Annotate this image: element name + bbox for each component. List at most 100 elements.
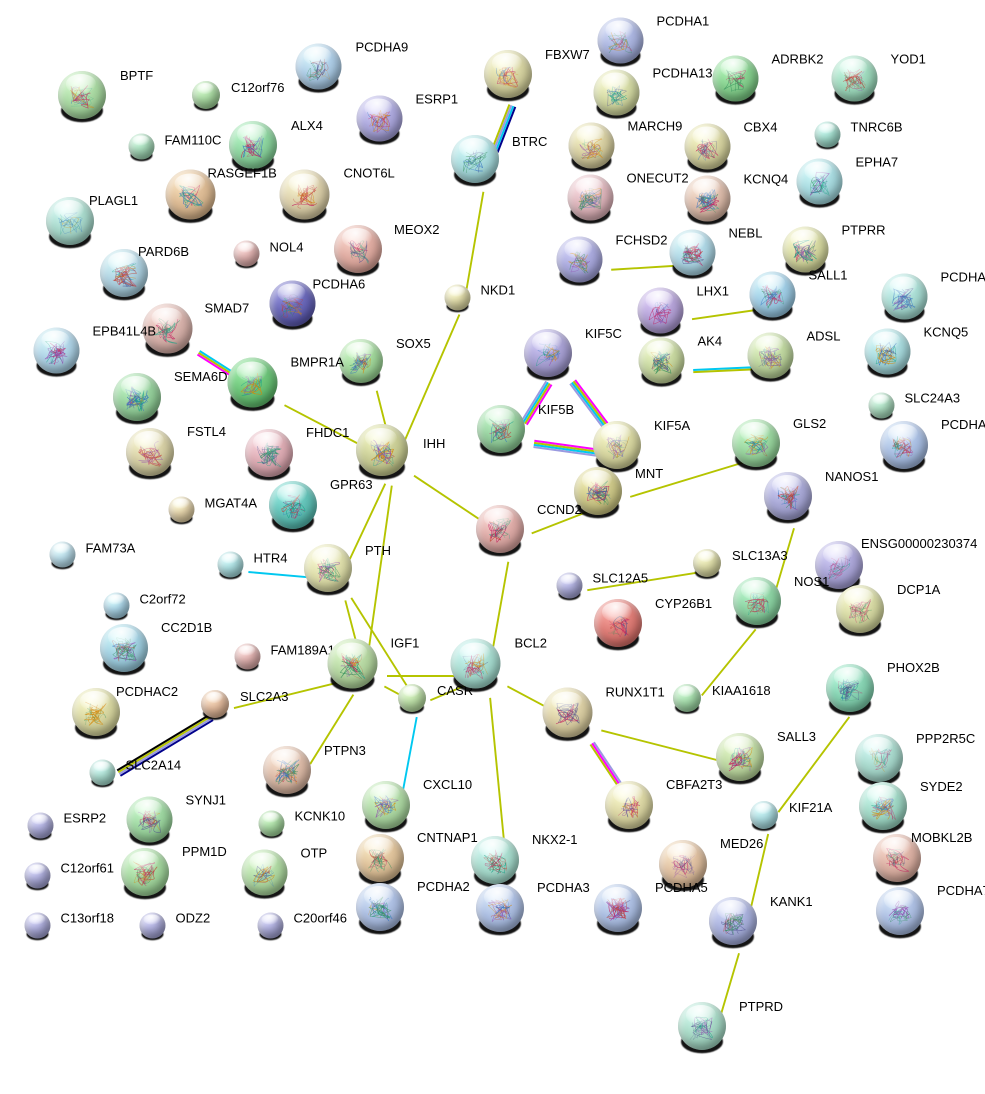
protein-sphere[interactable]: [227, 357, 278, 408]
protein-node-c12orf61[interactable]: C12orf61: [24, 862, 114, 889]
protein-node-march9[interactable]: MARCH9: [568, 120, 682, 169]
protein-sphere[interactable]: [201, 690, 229, 718]
protein-node-alx4[interactable]: ALX4: [229, 119, 323, 169]
protein-node-cc2d1b[interactable]: CC2D1B: [100, 621, 212, 672]
protein-sphere[interactable]: [295, 43, 342, 90]
protein-sphere[interactable]: [709, 897, 757, 945]
protein-node-sall1[interactable]: SALL1: [749, 269, 848, 318]
protein-node-nos1[interactable]: NOS1: [733, 575, 829, 625]
protein-node-slc2a3[interactable]: SLC2A3: [201, 690, 288, 718]
protein-sphere[interactable]: [669, 229, 716, 276]
protein-sphere[interactable]: [881, 273, 928, 320]
protein-sphere[interactable]: [356, 883, 404, 931]
protein-node-fbxw7[interactable]: FBXW7: [484, 48, 590, 98]
protein-sphere[interactable]: [33, 327, 80, 374]
protein-node-fam73a[interactable]: FAM73A: [49, 541, 135, 568]
protein-node-mnt[interactable]: MNT: [574, 467, 663, 515]
protein-sphere[interactable]: [168, 496, 195, 523]
protein-node-kif21a[interactable]: KIF21A: [750, 801, 832, 829]
protein-sphere[interactable]: [593, 421, 641, 469]
protein-sphere[interactable]: [836, 585, 884, 633]
protein-sphere[interactable]: [831, 55, 878, 102]
protein-sphere[interactable]: [229, 121, 277, 169]
protein-sphere[interactable]: [750, 801, 778, 829]
protein-node-nebl[interactable]: NEBL: [669, 227, 762, 276]
protein-node-bptf[interactable]: BPTF: [58, 69, 153, 119]
protein-node-phox2b[interactable]: PHOX2B: [826, 661, 940, 712]
protein-sphere[interactable]: [594, 599, 642, 647]
protein-node-ppp2r5c[interactable]: PPP2R5C: [855, 732, 975, 782]
protein-node-pcdha8[interactable]: PCDHA8: [880, 418, 985, 469]
protein-node-mgat4a[interactable]: MGAT4A: [168, 496, 257, 523]
protein-node-med26[interactable]: MED26: [659, 837, 763, 888]
protein-node-tnrc6b[interactable]: TNRC6B: [814, 121, 903, 148]
protein-node-nkd1[interactable]: NKD1: [444, 284, 515, 311]
protein-sphere[interactable]: [46, 197, 94, 245]
protein-sphere[interactable]: [747, 332, 794, 379]
protein-sphere[interactable]: [269, 481, 317, 529]
protein-sphere[interactable]: [712, 55, 759, 102]
protein-sphere[interactable]: [128, 133, 155, 160]
protein-node-fstl4[interactable]: FSTL4: [126, 425, 226, 476]
protein-node-dcp1a[interactable]: DCP1A: [836, 583, 940, 633]
protein-sphere[interactable]: [362, 781, 410, 829]
protein-sphere[interactable]: [24, 862, 51, 889]
protein-sphere[interactable]: [659, 840, 707, 888]
protein-node-sox5[interactable]: SOX5: [339, 337, 431, 383]
protein-node-epha7[interactable]: EPHA7: [796, 156, 898, 205]
protein-node-fchsd2[interactable]: FCHSD2: [556, 234, 668, 283]
protein-node-bmpr1a[interactable]: BMPR1A: [227, 356, 344, 408]
protein-node-ak4[interactable]: AK4: [638, 335, 722, 384]
protein-node-slc12a5[interactable]: SLC12A5: [556, 572, 648, 599]
protein-node-pcdha9[interactable]: PCDHA9: [295, 41, 408, 90]
protein-node-plagl1[interactable]: PLAGL1: [46, 194, 138, 245]
protein-node-c2orf72[interactable]: C2orf72: [103, 592, 186, 619]
protein-node-kiaa1618[interactable]: KIAA1618: [673, 684, 771, 712]
protein-node-gpr63[interactable]: GPR63: [269, 478, 373, 529]
protein-node-c13orf18[interactable]: C13orf18: [24, 912, 114, 939]
protein-sphere[interactable]: [139, 912, 166, 939]
protein-node-ensg00000230374[interactable]: ENSG00000230374: [815, 537, 977, 589]
protein-sphere[interactable]: [58, 71, 106, 119]
protein-node-kif5b[interactable]: KIF5B: [477, 403, 574, 453]
protein-sphere[interactable]: [121, 848, 169, 896]
protein-node-cyp26b1[interactable]: CYP26B1: [594, 597, 712, 647]
protein-sphere[interactable]: [693, 549, 721, 577]
protein-sphere[interactable]: [269, 280, 316, 327]
protein-node-fhdc1[interactable]: FHDC1: [245, 426, 349, 477]
protein-node-pcdhac2[interactable]: PCDHAC2: [72, 685, 178, 736]
protein-sphere[interactable]: [476, 884, 524, 932]
protein-sphere[interactable]: [450, 638, 501, 689]
protein-node-cxcl10[interactable]: CXCL10: [362, 778, 472, 829]
protein-sphere[interactable]: [542, 687, 593, 738]
protein-sphere[interactable]: [684, 175, 731, 222]
protein-sphere[interactable]: [684, 123, 731, 170]
protein-sphere[interactable]: [72, 688, 120, 736]
protein-sphere[interactable]: [524, 329, 572, 377]
protein-sphere[interactable]: [574, 467, 622, 515]
protein-node-cntnap1[interactable]: CNTNAP1: [356, 831, 478, 882]
protein-node-pcdha3[interactable]: PCDHA3: [476, 881, 590, 932]
protein-sphere[interactable]: [568, 122, 615, 169]
protein-sphere[interactable]: [24, 912, 51, 939]
protein-node-syde2[interactable]: SYDE2: [859, 780, 963, 830]
protein-node-sall3[interactable]: SALL3: [716, 730, 816, 781]
protein-sphere[interactable]: [782, 226, 829, 273]
protein-sphere[interactable]: [876, 887, 924, 935]
protein-sphere[interactable]: [673, 684, 701, 712]
protein-node-bcl2[interactable]: BCL2: [450, 637, 547, 689]
protein-node-fam189a1[interactable]: FAM189A1: [234, 643, 335, 670]
protein-sphere[interactable]: [356, 834, 404, 882]
protein-sphere[interactable]: [339, 339, 383, 383]
protein-node-slc24a3[interactable]: SLC24A3: [868, 392, 960, 419]
protein-sphere[interactable]: [89, 759, 116, 786]
protein-sphere[interactable]: [142, 303, 193, 354]
protein-sphere[interactable]: [716, 733, 764, 781]
protein-node-meox2[interactable]: MEOX2: [334, 223, 440, 273]
protein-sphere[interactable]: [476, 505, 524, 553]
protein-sphere[interactable]: [880, 421, 928, 469]
protein-sphere[interactable]: [594, 884, 642, 932]
protein-node-pcdha6[interactable]: PCDHA6: [269, 278, 365, 327]
protein-node-nkx2-1[interactable]: NKX2-1: [471, 833, 578, 884]
protein-sphere[interactable]: [245, 429, 293, 477]
